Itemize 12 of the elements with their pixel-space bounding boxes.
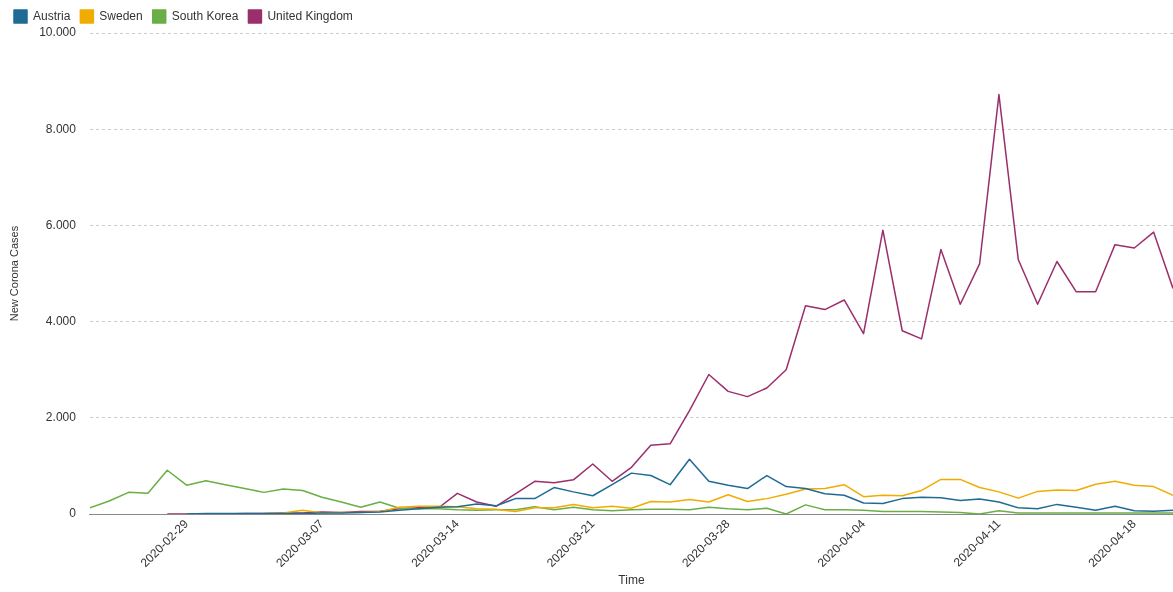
y-axis-title: New Corona Cases: [7, 225, 20, 322]
y-tick-label: 4.000: [45, 313, 77, 328]
x-axis-title: Time: [618, 573, 645, 588]
y-tick-label: 6.000: [45, 217, 77, 232]
legend-label: Austria: [33, 8, 71, 23]
y-tick-label: 2.000: [45, 410, 77, 425]
legend-label: South Korea: [171, 8, 239, 23]
legend-label: United Kingdom: [267, 8, 353, 23]
y-tick-label: 10.000: [39, 25, 77, 40]
legend-label: Sweden: [99, 8, 143, 23]
y-tick-label: 0: [69, 506, 77, 521]
y-tick-label: 8.000: [45, 121, 77, 136]
